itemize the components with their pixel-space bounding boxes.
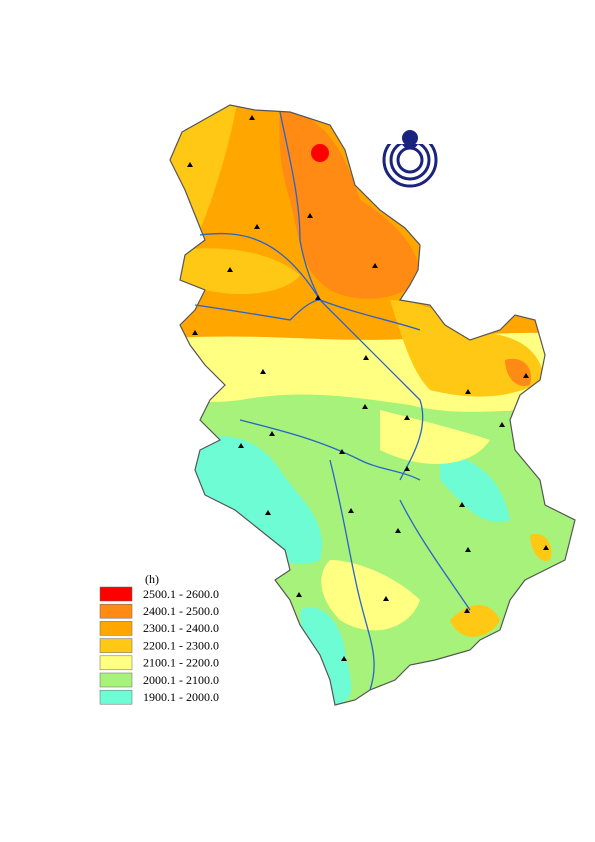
- legend-label: 2000.1 - 2100.0: [143, 673, 219, 687]
- legend-swatch: [99, 603, 133, 619]
- legend-label: 2100.1 - 2200.0: [143, 656, 219, 670]
- legend-label: 2300.1 - 2400.0: [143, 621, 219, 635]
- legend-title: (h): [145, 572, 159, 586]
- legend-swatch: [99, 655, 133, 671]
- legend-swatch: [99, 621, 133, 636]
- legend-swatch: [99, 689, 133, 705]
- legend-swatch: [99, 586, 133, 602]
- stations: [187, 115, 549, 661]
- logo: [380, 130, 440, 188]
- legend-label: 2200.1 - 2300.0: [143, 638, 219, 652]
- legend-label: 1900.1 - 2000.0: [143, 690, 219, 704]
- legend: (h) 2500.1 - 2600.0 2400.1 - 2500.0 2300.1…: [99, 572, 219, 705]
- legend-label: 2400.1 - 2500.0: [143, 604, 219, 618]
- legend-label: 2500.1 - 2600.0: [143, 587, 219, 601]
- legend-swatch: [99, 672, 133, 688]
- peak-area: [311, 144, 329, 162]
- legend-swatch: [99, 638, 133, 653]
